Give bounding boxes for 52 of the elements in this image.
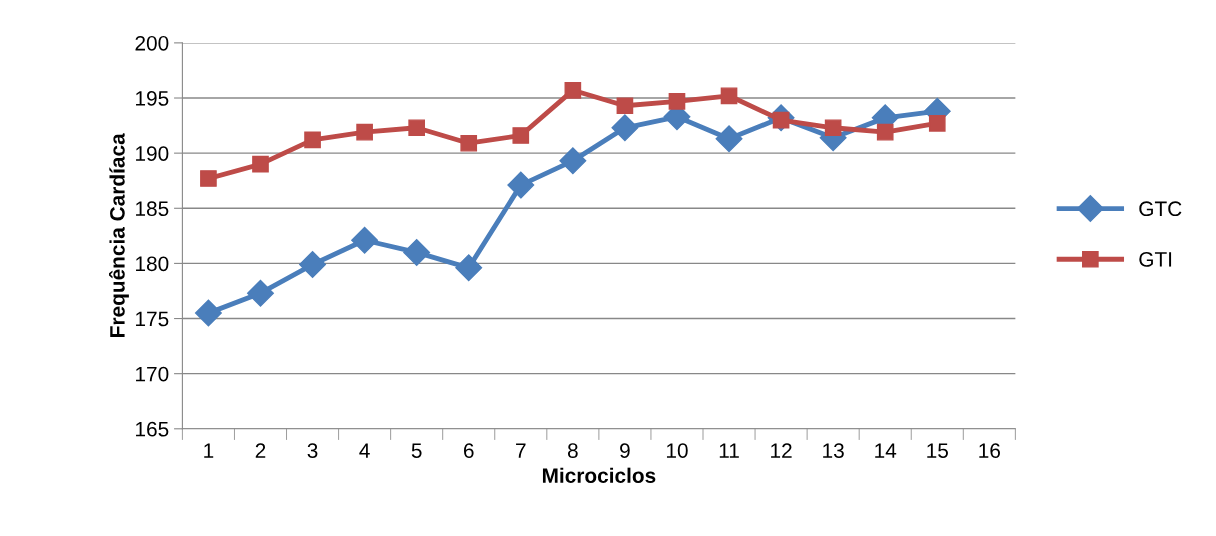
y-tick-label: 175 [136,311,169,327]
point [616,97,634,115]
point [252,155,269,173]
x-tick-label: 1 [204,443,214,458]
point [611,114,639,142]
point [512,127,530,144]
point [455,254,483,282]
point [824,119,842,137]
y-tick-label: 180 [136,256,169,272]
x-tick-label: 11 [719,443,739,458]
point [720,87,738,105]
y-tick-label: 200 [135,35,169,51]
x-tick-label: 16 [979,443,1000,458]
point [304,131,321,149]
x-tick-label: 7 [516,443,526,458]
point [247,279,274,307]
y-tick-label: 165 [136,421,169,437]
y-tick-label: 170 [136,366,169,382]
y-axis-title: Frequência Cardíaca [109,133,129,337]
x-tick-label: 9 [620,443,630,458]
x-axis-title: Microciclos [542,467,656,483]
point [403,238,431,266]
point [299,251,327,278]
x-tick-label: 15 [927,443,948,458]
x-tick-label: 13 [823,443,844,458]
legend-label: GTI [1139,252,1172,267]
point [351,226,379,254]
point [876,123,894,141]
point [194,299,222,327]
point [460,134,478,152]
y-tick-label: 185 [136,201,169,217]
point [200,170,217,187]
point [564,81,582,99]
x-tick-label: 14 [875,443,897,458]
point [356,123,373,141]
point [928,115,946,132]
x-tick-label: 2 [255,443,266,458]
legend-label: GTC [1139,201,1182,217]
y-tick-label: 195 [136,91,169,106]
point [507,171,535,199]
x-tick-label: 5 [411,443,422,458]
x-tick-label: 12 [771,443,792,458]
point [408,119,426,137]
y-tick-label: 190 [136,146,169,161]
x-tick-label: 8 [567,443,578,458]
point [559,147,587,175]
x-tick-label: 10 [666,443,688,458]
x-tick-label: 3 [307,443,318,458]
x-tick-label: 4 [359,443,370,458]
point [715,125,743,153]
point [668,92,686,110]
x-tick-label: 6 [464,443,474,458]
